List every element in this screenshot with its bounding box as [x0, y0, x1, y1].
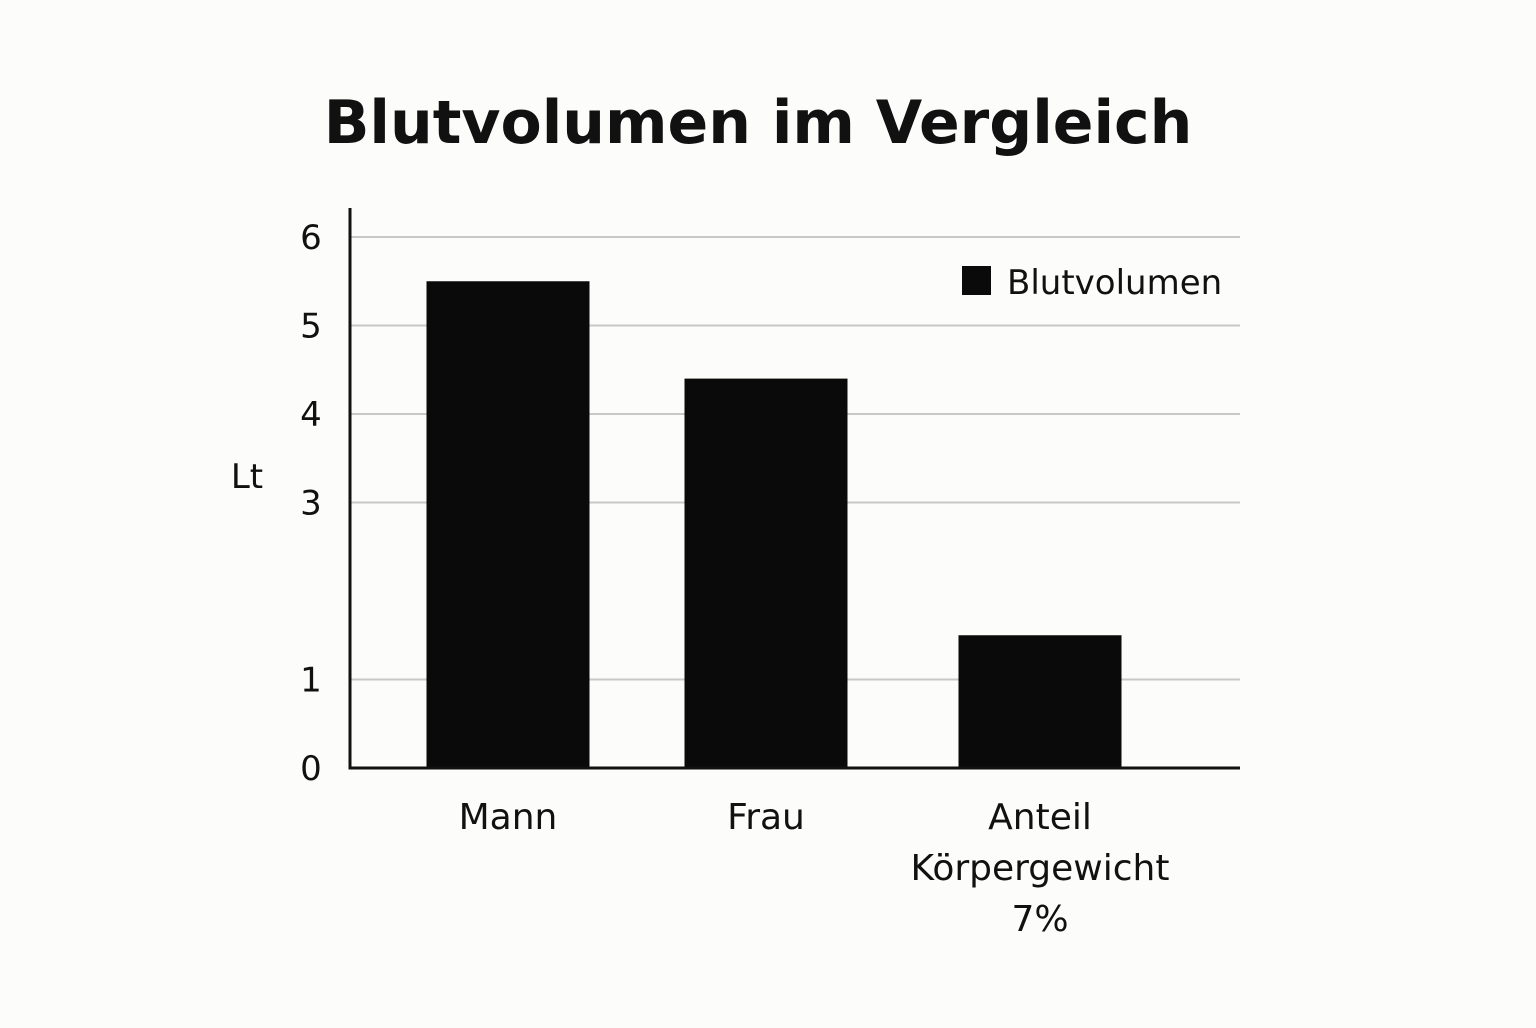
chart-title: Blutvolumen im Vergleich [324, 88, 1193, 158]
x-category-labels: Mann Frau Anteil Körpergewicht 7% [459, 797, 1170, 940]
x-category-label: Mann [459, 797, 558, 838]
bars [426, 281, 1122, 768]
y-tick-label: 5 [300, 307, 322, 347]
legend-swatch [962, 266, 991, 295]
x-category-label: Frau [727, 797, 805, 838]
legend-label: Blutvolumen [1007, 263, 1222, 303]
y-tick-label: 0 [300, 749, 322, 789]
y-tick-label: 3 [300, 484, 322, 524]
bar-3 [958, 635, 1122, 768]
bar-1 [426, 281, 590, 768]
legend: Blutvolumen [962, 263, 1222, 303]
x-category-label: 7% [1011, 899, 1068, 940]
x-category-label: Anteil [988, 797, 1092, 838]
bar-2 [684, 378, 848, 768]
y-tick-label: 4 [300, 395, 322, 435]
x-category-label: Körpergewicht [911, 848, 1170, 889]
axes [348, 208, 1240, 770]
y-tick-label: 1 [300, 661, 322, 701]
y-axis-label: Lt [231, 457, 263, 497]
y-tick-label: 6 [300, 218, 322, 258]
y-tick-labels: 0 1 3 4 5 6 [300, 218, 322, 789]
